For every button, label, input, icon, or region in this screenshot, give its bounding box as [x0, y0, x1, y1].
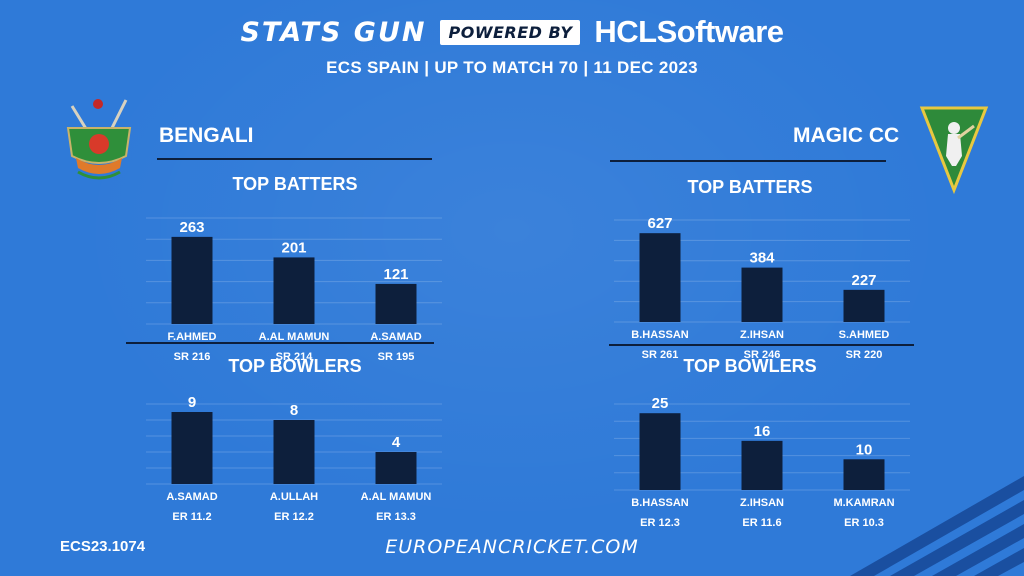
category-label: A.AL MAMUN [259, 331, 330, 343]
section-title-left-batters: TOP BATTERS [232, 174, 358, 194]
bar [741, 267, 783, 322]
bar [639, 233, 681, 322]
data-label: 10 [856, 441, 873, 458]
category-label: A.SAMAD [370, 331, 421, 343]
stat-sublabel: ER 11.2 [172, 511, 211, 523]
stat-sublabel: SR 246 [744, 349, 781, 361]
bar [375, 452, 417, 484]
footer-url: EUROPEANCRICKET.COM [385, 536, 639, 558]
category-label: Z.IHSAN [740, 497, 784, 509]
chart-right-bowlers: 25 B.HASSAN ER 12.3 16 Z.IHSAN ER 11.6 10 M.KAM… [614, 395, 910, 529]
category-label: A.ULLAH [270, 491, 318, 503]
sponsor-logo-text: HCLSoftware [594, 14, 784, 49]
section-title-left-bowlers: TOP BOWLERS [228, 356, 362, 376]
subtitle: ECS SPAIN | UP TO MATCH 70 | 11 DEC 2023 [326, 58, 698, 77]
brand-row: STATS GUN POWERED BY HCLSoftware [0, 14, 1024, 50]
bar [843, 459, 885, 490]
bar [273, 257, 315, 324]
category-label: S.AHMED [839, 329, 890, 341]
chart-left-batters: 263 F.AHMED SR 216 201 A.AL MAMUN SR 214 121 A.… [146, 217, 442, 363]
section-title-right-bowlers: TOP BOWLERS [683, 356, 817, 376]
team-name-left: BENGALI [159, 124, 254, 147]
bar [171, 236, 213, 324]
chart-left-bowlers: 9 A.SAMAD ER 11.2 8 A.ULLAH ER 12.2 4 A.AL MAMU… [146, 394, 442, 523]
data-label: 121 [383, 266, 408, 283]
category-label: B.HASSAN [631, 497, 689, 509]
category-label: A.AL MAMUN [361, 491, 432, 503]
stat-sublabel: ER 10.3 [844, 517, 884, 529]
bengali-cricket-club-logo-icon [66, 99, 132, 180]
category-label: B.HASSAN [631, 329, 689, 341]
section-title-right-batters: TOP BATTERS [687, 177, 813, 197]
stats-gun-brand: STATS GUN [240, 16, 427, 48]
data-label: 201 [281, 239, 306, 256]
stat-sublabel: ER 12.3 [640, 517, 680, 529]
data-label: 4 [392, 434, 401, 451]
bar [273, 420, 315, 484]
data-label: 25 [652, 395, 669, 412]
stat-sublabel: SR 220 [846, 349, 883, 361]
bar [843, 289, 885, 322]
stat-sublabel: SR 261 [642, 349, 679, 361]
data-label: 227 [851, 272, 876, 289]
section-divider-left [126, 342, 434, 344]
section-divider-right [609, 344, 914, 346]
footer-code: ECS23.1074 [60, 538, 146, 555]
data-label: 263 [179, 219, 204, 236]
stat-sublabel: SR 195 [378, 351, 415, 363]
team-divider-left [157, 158, 432, 160]
data-label: 8 [290, 402, 298, 419]
category-label: M.KAMRAN [833, 497, 894, 509]
data-label: 384 [749, 250, 775, 267]
data-label: 627 [647, 215, 672, 232]
team-name-right: MAGIC CC [793, 124, 900, 147]
category-label: A.SAMAD [166, 491, 217, 503]
stat-sublabel: SR 216 [174, 351, 211, 363]
header: STATS GUN POWERED BY HCLSoftware ECS SPA… [0, 14, 1024, 78]
category-label: F.AHMED [168, 331, 217, 343]
bar [639, 413, 681, 490]
magic-badalona-cc-logo-icon [919, 106, 989, 194]
stat-sublabel: ER 11.6 [742, 517, 781, 529]
decorative-stripes [850, 476, 1024, 576]
data-label: 16 [754, 423, 771, 440]
stat-sublabel: ER 12.2 [274, 511, 314, 523]
category-label: Z.IHSAN [740, 329, 784, 341]
bar [741, 440, 783, 490]
data-label: 9 [188, 394, 196, 411]
powered-by-badge: POWERED BY [440, 19, 581, 45]
team-divider-right [610, 160, 886, 162]
stat-sublabel: ER 13.3 [376, 511, 416, 523]
stat-sublabel: SR 214 [276, 351, 314, 363]
bar [171, 412, 213, 484]
chart-right-batters: 627 B.HASSAN SR 261 384 Z.IHSAN SR 246 227 S.AH… [614, 215, 910, 361]
bar [375, 283, 417, 324]
